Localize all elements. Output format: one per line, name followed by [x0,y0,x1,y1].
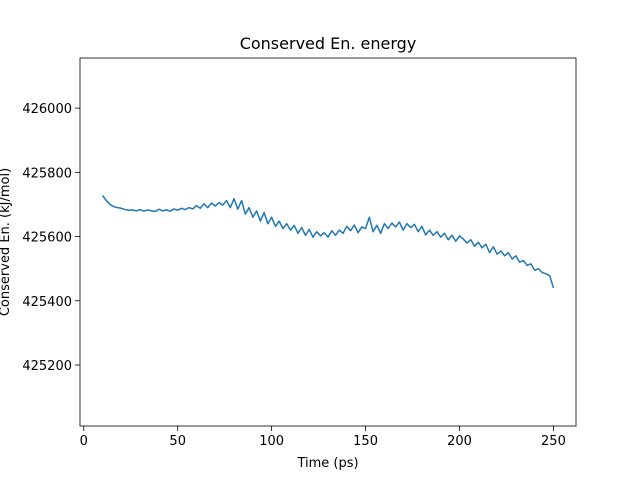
x-tick-label: 0 [80,434,88,449]
chart-title: Conserved En. energy [240,34,417,53]
x-tick-label: 250 [541,434,566,449]
y-tick-label: 425600 [22,231,72,246]
plot-frame [79,57,577,427]
y-tick-label: 425800 [22,166,72,181]
x-tick-label: 200 [447,434,472,449]
x-axis-label: Time (ps) [296,456,358,471]
x-tick-label: 150 [353,434,378,449]
y-tick-label: 425400 [22,295,72,310]
line-series [101,194,555,289]
y-tick-label: 426000 [22,102,72,117]
y-tick-label: 425200 [22,359,72,374]
x-tick-label: 100 [259,434,284,449]
x-tick-label: 50 [169,434,186,449]
y-axis-label: Conserved En. (kJ/mol) [0,168,13,316]
